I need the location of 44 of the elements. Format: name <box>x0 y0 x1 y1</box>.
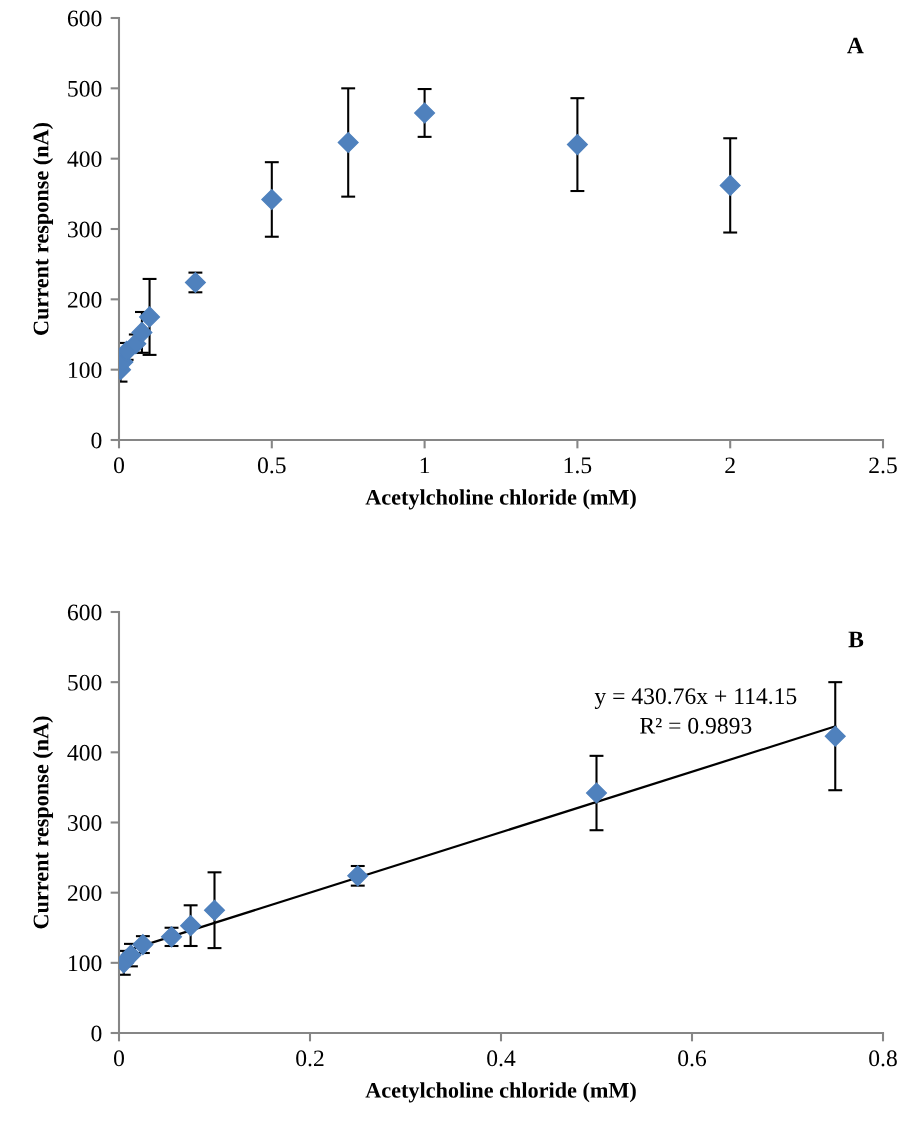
y-tick-label: 600 <box>67 604 102 621</box>
y-tick-label: 100 <box>68 955 102 972</box>
x-tick-label: 0.5 <box>257 457 286 474</box>
x-tick-label: 0.6 <box>678 1050 707 1067</box>
x-tick-label: 0.4 <box>487 1050 516 1067</box>
y-tick-label: 0 <box>91 1025 102 1042</box>
y-tick-label: 500 <box>68 80 102 97</box>
point <box>719 174 741 196</box>
y-tick-label: 0 <box>91 432 102 449</box>
point <box>566 134 588 156</box>
y-tick-label: 300 <box>68 221 102 238</box>
point <box>131 321 153 343</box>
x-tick-label: 2.5 <box>869 457 897 474</box>
y-tick-label: 200 <box>67 885 102 902</box>
point <box>337 131 359 154</box>
point <box>585 782 608 804</box>
y-axis-title: Current response (nA) <box>32 716 54 929</box>
x-tick-label: 1.5 <box>564 457 592 474</box>
x-tick-label: 0.8 <box>869 1050 897 1067</box>
x-tick-label: 2 <box>725 457 735 474</box>
annotation: y = 430.76x + 114.15 <box>594 688 797 710</box>
x-tick-label: 0 <box>114 457 124 474</box>
y-tick-label: 100 <box>68 362 102 379</box>
text: A <box>847 37 864 54</box>
point <box>261 188 283 210</box>
y-axis-title: Current response (nA) <box>32 122 54 335</box>
x-tick-label: 1 <box>420 457 430 474</box>
point <box>824 725 846 747</box>
y-tick-label: 400 <box>67 744 102 761</box>
x-axis-title: Acetylcholine chloride (mM) <box>365 489 636 510</box>
point <box>203 899 226 921</box>
y-tick-label: 200 <box>67 291 102 308</box>
x-tick-label: 0.2 <box>296 1050 324 1067</box>
point <box>180 915 202 937</box>
x-axis-title: Acetylcholine chloride (mM) <box>365 1082 636 1103</box>
y-tick-label: 400 <box>67 151 102 168</box>
y-tick-label: 500 <box>68 674 102 691</box>
annotation: R² = 0.9893 <box>640 717 752 734</box>
point <box>414 102 436 124</box>
y-tick-label: 600 <box>67 10 102 27</box>
point <box>139 306 161 328</box>
y-tick-label: 300 <box>68 814 102 831</box>
x-tick-label: 0 <box>114 1050 124 1067</box>
text: B <box>848 631 864 648</box>
